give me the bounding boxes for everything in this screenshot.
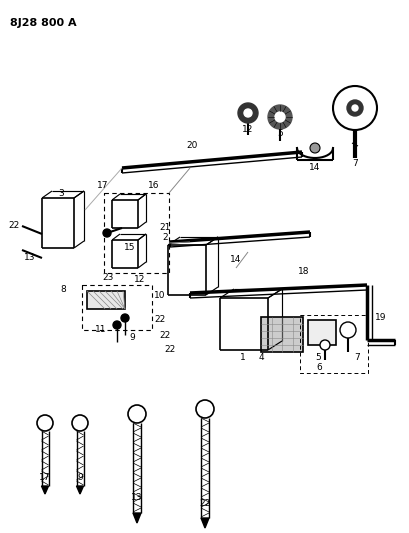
- Text: 10: 10: [154, 290, 166, 300]
- Circle shape: [340, 322, 356, 338]
- Text: 4: 4: [258, 353, 264, 362]
- Text: 12: 12: [242, 125, 254, 134]
- Text: 5: 5: [277, 128, 283, 138]
- Text: 1: 1: [240, 353, 246, 362]
- Circle shape: [333, 86, 377, 130]
- Polygon shape: [76, 486, 83, 494]
- Circle shape: [244, 109, 252, 117]
- Text: 17: 17: [39, 473, 51, 482]
- Bar: [300, 315, 368, 373]
- Polygon shape: [41, 486, 49, 494]
- Circle shape: [347, 100, 363, 116]
- Text: 23: 23: [102, 273, 114, 282]
- Text: 21: 21: [160, 223, 171, 232]
- Text: 6: 6: [316, 364, 322, 373]
- Text: 2: 2: [162, 233, 168, 243]
- Bar: [261, 317, 303, 352]
- Text: 13: 13: [24, 254, 36, 262]
- Circle shape: [275, 112, 285, 122]
- Polygon shape: [133, 513, 141, 523]
- Text: 18: 18: [298, 268, 310, 277]
- Text: 13: 13: [131, 494, 143, 503]
- Text: 16: 16: [148, 181, 160, 190]
- Bar: [308, 320, 336, 345]
- Bar: [87, 291, 125, 309]
- Text: 15: 15: [124, 244, 136, 253]
- Text: 22: 22: [160, 330, 171, 340]
- Circle shape: [352, 105, 358, 111]
- Text: 3: 3: [58, 189, 64, 198]
- Text: 7: 7: [352, 158, 358, 167]
- Text: 22: 22: [154, 316, 166, 325]
- Text: 14: 14: [309, 164, 321, 173]
- Circle shape: [37, 415, 53, 431]
- Text: 7: 7: [354, 353, 360, 362]
- Text: 14: 14: [230, 255, 242, 264]
- Text: 12: 12: [134, 276, 146, 285]
- Circle shape: [238, 103, 258, 123]
- Text: 9: 9: [77, 473, 83, 482]
- Text: 8: 8: [60, 286, 66, 295]
- Circle shape: [103, 229, 111, 237]
- Circle shape: [113, 321, 121, 329]
- Circle shape: [128, 405, 146, 423]
- Circle shape: [310, 143, 320, 153]
- Text: 5: 5: [315, 353, 321, 362]
- Circle shape: [268, 105, 292, 129]
- Text: 20: 20: [187, 141, 198, 149]
- Text: 19: 19: [375, 313, 387, 322]
- Text: 22: 22: [164, 345, 175, 354]
- Bar: [82, 285, 152, 330]
- Text: 22: 22: [8, 221, 20, 230]
- Text: 9: 9: [129, 334, 135, 343]
- Circle shape: [196, 400, 214, 418]
- Text: 8J28 800 A: 8J28 800 A: [10, 18, 76, 28]
- Text: 17: 17: [97, 181, 109, 190]
- Circle shape: [72, 415, 88, 431]
- Circle shape: [320, 340, 330, 350]
- Circle shape: [121, 314, 129, 322]
- Text: 11: 11: [95, 326, 107, 335]
- Bar: [104, 193, 169, 273]
- Text: 22: 22: [199, 498, 211, 507]
- Polygon shape: [201, 518, 209, 528]
